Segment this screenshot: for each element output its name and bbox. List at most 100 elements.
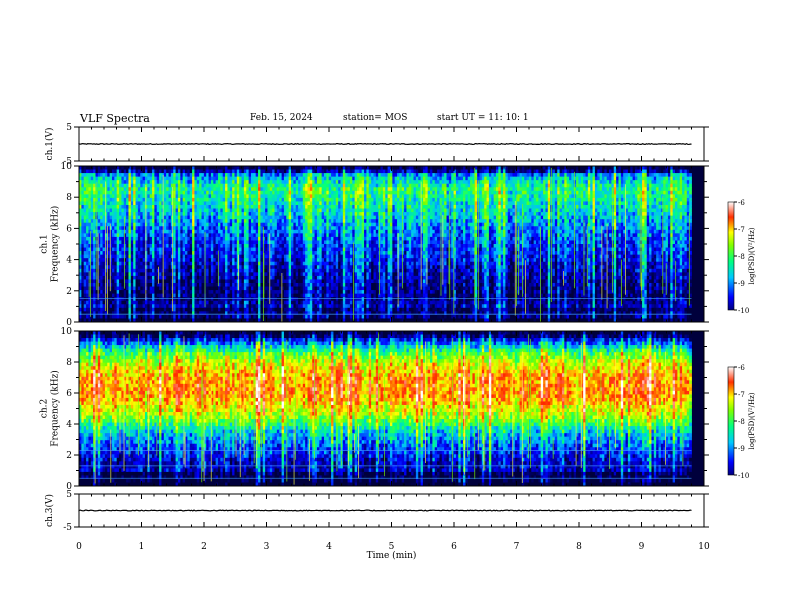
spectrogram-cell	[263, 209, 266, 213]
spectrogram-cell	[147, 216, 150, 220]
spectrogram-cell	[543, 198, 546, 202]
spectrogram-cell	[98, 180, 101, 184]
spectrogram-cell	[107, 209, 110, 213]
spectrogram-cell	[465, 230, 468, 234]
spectrogram-cell	[621, 177, 624, 181]
spectrogram-cell	[527, 177, 530, 181]
spectrogram-cell	[291, 219, 294, 223]
spectrogram-cell	[124, 219, 127, 223]
spectrogram-cell	[305, 230, 308, 234]
spectrogram-cell	[218, 194, 221, 198]
spectrogram-cell	[371, 219, 374, 223]
spectrogram-cell	[491, 230, 494, 234]
spectrogram-cell	[348, 230, 351, 234]
spectrogram-cell	[465, 216, 468, 220]
spectrogram-cell	[675, 194, 678, 198]
spectrogram-cell	[112, 212, 115, 216]
spectrogram-cell	[543, 177, 546, 181]
spectrogram-cell	[468, 230, 471, 234]
spectrogram-cell	[491, 194, 494, 198]
spectrogram-cell	[303, 170, 306, 174]
spectrogram-cell	[623, 177, 626, 181]
spectrogram-cell	[447, 177, 450, 181]
spectrogram-cell	[644, 201, 647, 205]
spectrogram-cell	[470, 194, 473, 198]
spectrogram-cell	[81, 201, 84, 205]
spectrogram-cell	[124, 223, 127, 227]
spectrogram-cell	[663, 166, 666, 170]
spectrogram-cell	[152, 205, 155, 209]
spectrogram-cell	[409, 194, 412, 198]
spectrogram-cell	[282, 198, 285, 202]
spectrogram-cell	[670, 198, 673, 202]
spectrogram-cell	[447, 209, 450, 213]
spectrogram-cell	[597, 184, 600, 188]
spectrogram-cell	[609, 194, 612, 198]
spectrogram-cell	[468, 223, 471, 227]
spectrogram-cell	[531, 191, 534, 195]
spectrogram-cell	[458, 198, 461, 202]
spectrogram-cell	[626, 191, 629, 195]
spectrogram-cell	[223, 223, 226, 227]
spectrogram-cell	[86, 226, 89, 230]
spectrogram-cell	[211, 177, 214, 181]
spectrogram-cell	[93, 201, 96, 205]
spectrogram-cell	[616, 205, 619, 209]
spectrogram-cell	[218, 184, 221, 188]
spectrogram-cell	[494, 170, 497, 174]
spectrogram-cell	[150, 223, 153, 227]
spectrogram-cell	[338, 173, 341, 177]
spectrogram-cell	[263, 180, 266, 184]
spectrogram-cell	[390, 223, 393, 227]
spectrogram-cell	[204, 177, 207, 181]
spectrogram-cell	[121, 230, 124, 234]
spectrogram-cell	[635, 209, 638, 213]
spectrogram-cell	[388, 223, 391, 227]
spectrogram-cell	[199, 205, 202, 209]
spectrogram-cell	[527, 216, 530, 220]
spectrogram-cell	[602, 226, 605, 230]
spectrogram-cell	[88, 177, 91, 181]
spectrogram-cell	[560, 166, 563, 170]
spectrogram-cell	[329, 205, 332, 209]
spectrogram-cell	[569, 209, 572, 213]
spectrogram-cell	[626, 177, 629, 181]
spectrogram-cell	[350, 230, 353, 234]
spectrogram-cell	[112, 194, 115, 198]
spectrogram-cell	[644, 191, 647, 195]
spectrogram-cell	[406, 212, 409, 216]
spectrogram-cell	[124, 180, 127, 184]
spectrogram-cell	[578, 180, 581, 184]
spectrogram-cell	[246, 209, 249, 213]
spectrogram-cell	[373, 173, 376, 177]
spectrogram-cell	[430, 223, 433, 227]
spectrogram-cell	[338, 177, 341, 181]
spectrogram-cell	[635, 205, 638, 209]
waveform-trace	[79, 144, 692, 145]
spectrogram-cell	[602, 191, 605, 195]
spectrogram-cell	[312, 187, 315, 191]
spectrogram-cell	[202, 205, 205, 209]
spectrogram-cell	[258, 173, 261, 177]
spectrogram-cell	[531, 198, 534, 202]
spectrogram-cell	[675, 201, 678, 205]
spectrogram-cell	[107, 205, 110, 209]
spectrogram-cell	[588, 226, 591, 230]
spectrogram-cell	[343, 209, 346, 213]
spectrogram-cell	[661, 223, 664, 227]
spectrogram-cell	[178, 226, 181, 230]
spectrogram-cell	[668, 198, 671, 202]
spectrogram-cell	[345, 177, 348, 181]
spectrogram-cell	[284, 209, 287, 213]
spectrogram-cell	[397, 191, 400, 195]
spectrogram-cell	[112, 226, 115, 230]
spectrogram-cell	[416, 194, 419, 198]
spectrogram-cell	[381, 230, 384, 234]
spectrogram-cell	[637, 180, 640, 184]
spectrogram-cell	[555, 205, 558, 209]
spectrogram-cell	[494, 219, 497, 223]
spectrogram-cell	[140, 184, 143, 188]
spectrogram-cell	[171, 170, 174, 174]
spectrogram-cell	[659, 187, 662, 191]
spectrogram-cell	[345, 230, 348, 234]
